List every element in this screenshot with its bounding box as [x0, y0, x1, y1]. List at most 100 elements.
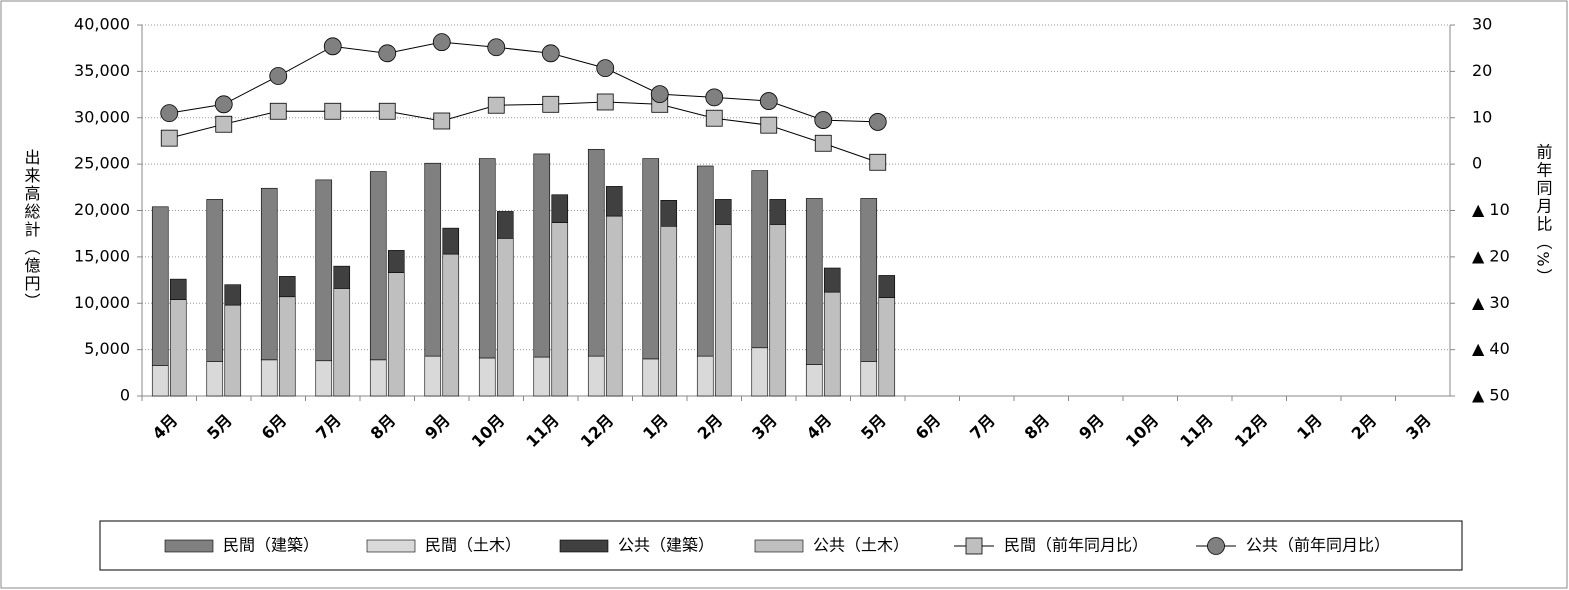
bar [605, 215, 623, 397]
y2-tick-label: ▲ 50 [1472, 386, 1510, 405]
bar [206, 361, 224, 397]
marker [965, 537, 983, 555]
bar [860, 198, 878, 362]
marker [214, 95, 233, 114]
y2-axis-label: 前年同月比（%） [1534, 143, 1553, 286]
bar [442, 253, 460, 397]
bar [878, 275, 896, 298]
bar [805, 364, 823, 397]
y2-tick-label: ▲ 40 [1472, 339, 1510, 358]
legend-label: 公共（土木） [813, 536, 909, 555]
bar [369, 359, 387, 397]
bar [805, 198, 823, 365]
marker [433, 112, 451, 130]
marker [705, 88, 724, 107]
bar [387, 250, 405, 273]
marker [814, 111, 833, 129]
y-tick-label: 10,000 [74, 293, 130, 312]
bar [224, 304, 242, 397]
bar [551, 194, 569, 223]
marker [160, 129, 178, 147]
y-tick-label: 15,000 [74, 246, 130, 265]
bar [823, 291, 841, 397]
marker [378, 44, 397, 63]
y-tick-label: 35,000 [74, 61, 130, 80]
bar [496, 238, 514, 397]
legend-label: 民間（前年同月比） [1004, 536, 1148, 555]
y2-tick-label: 30 [1472, 15, 1492, 34]
y2-tick-label: 20 [1472, 61, 1492, 80]
bar [333, 288, 351, 397]
marker [759, 92, 778, 110]
bar [642, 158, 660, 360]
marker [650, 85, 669, 103]
y-tick-label: 30,000 [74, 107, 130, 126]
bar [169, 299, 187, 397]
y2-tick-label: ▲ 10 [1472, 200, 1510, 219]
bar [315, 360, 333, 397]
bar [751, 347, 769, 397]
marker [542, 95, 560, 113]
bar [860, 361, 878, 397]
bar [878, 297, 896, 397]
bar [424, 162, 442, 357]
bar [260, 187, 278, 361]
bar [696, 355, 714, 397]
bar [151, 365, 169, 397]
bar [206, 199, 224, 362]
bar [660, 199, 678, 227]
bar [224, 284, 242, 306]
legend-swatch [366, 539, 416, 553]
y-tick-label: 20,000 [74, 200, 130, 219]
marker [324, 102, 342, 120]
y-tick-label: 40,000 [74, 15, 130, 34]
y-tick-label: 25,000 [74, 154, 130, 173]
legend-label: 公共（建築） [618, 536, 714, 555]
bar [387, 272, 405, 397]
bar [151, 206, 169, 366]
bar [278, 296, 296, 397]
y2-tick-label: ▲ 30 [1472, 293, 1510, 312]
bar [587, 148, 605, 357]
bar [278, 276, 296, 298]
legend-swatch [559, 539, 609, 553]
bar [369, 171, 387, 361]
bar [751, 170, 769, 349]
bar [714, 199, 732, 225]
marker [269, 67, 288, 85]
bar [315, 179, 333, 362]
marker [269, 102, 287, 120]
y2-tick-label: 0 [1472, 154, 1482, 173]
bar [478, 357, 496, 397]
marker [487, 96, 505, 114]
bar [769, 224, 787, 397]
bar [478, 158, 496, 359]
marker [868, 113, 887, 131]
line [169, 41, 878, 123]
marker [160, 104, 179, 123]
marker [596, 59, 615, 78]
legend-swatch [754, 539, 804, 553]
bar [823, 267, 841, 293]
legend-swatch [164, 539, 214, 553]
bar [551, 222, 569, 397]
marker [760, 116, 778, 134]
bar [696, 165, 714, 357]
marker [869, 153, 887, 171]
bar [642, 358, 660, 397]
marker [432, 33, 451, 52]
bar [769, 199, 787, 225]
bar [424, 355, 442, 397]
marker [487, 38, 506, 57]
bar [169, 278, 187, 300]
bar [587, 355, 605, 397]
bar [714, 224, 732, 397]
bar [442, 227, 460, 255]
marker [378, 102, 396, 120]
bar [660, 225, 678, 397]
bar [496, 211, 514, 239]
legend-label: 民間（建築） [223, 536, 319, 555]
marker [705, 109, 723, 127]
marker [1207, 537, 1225, 555]
